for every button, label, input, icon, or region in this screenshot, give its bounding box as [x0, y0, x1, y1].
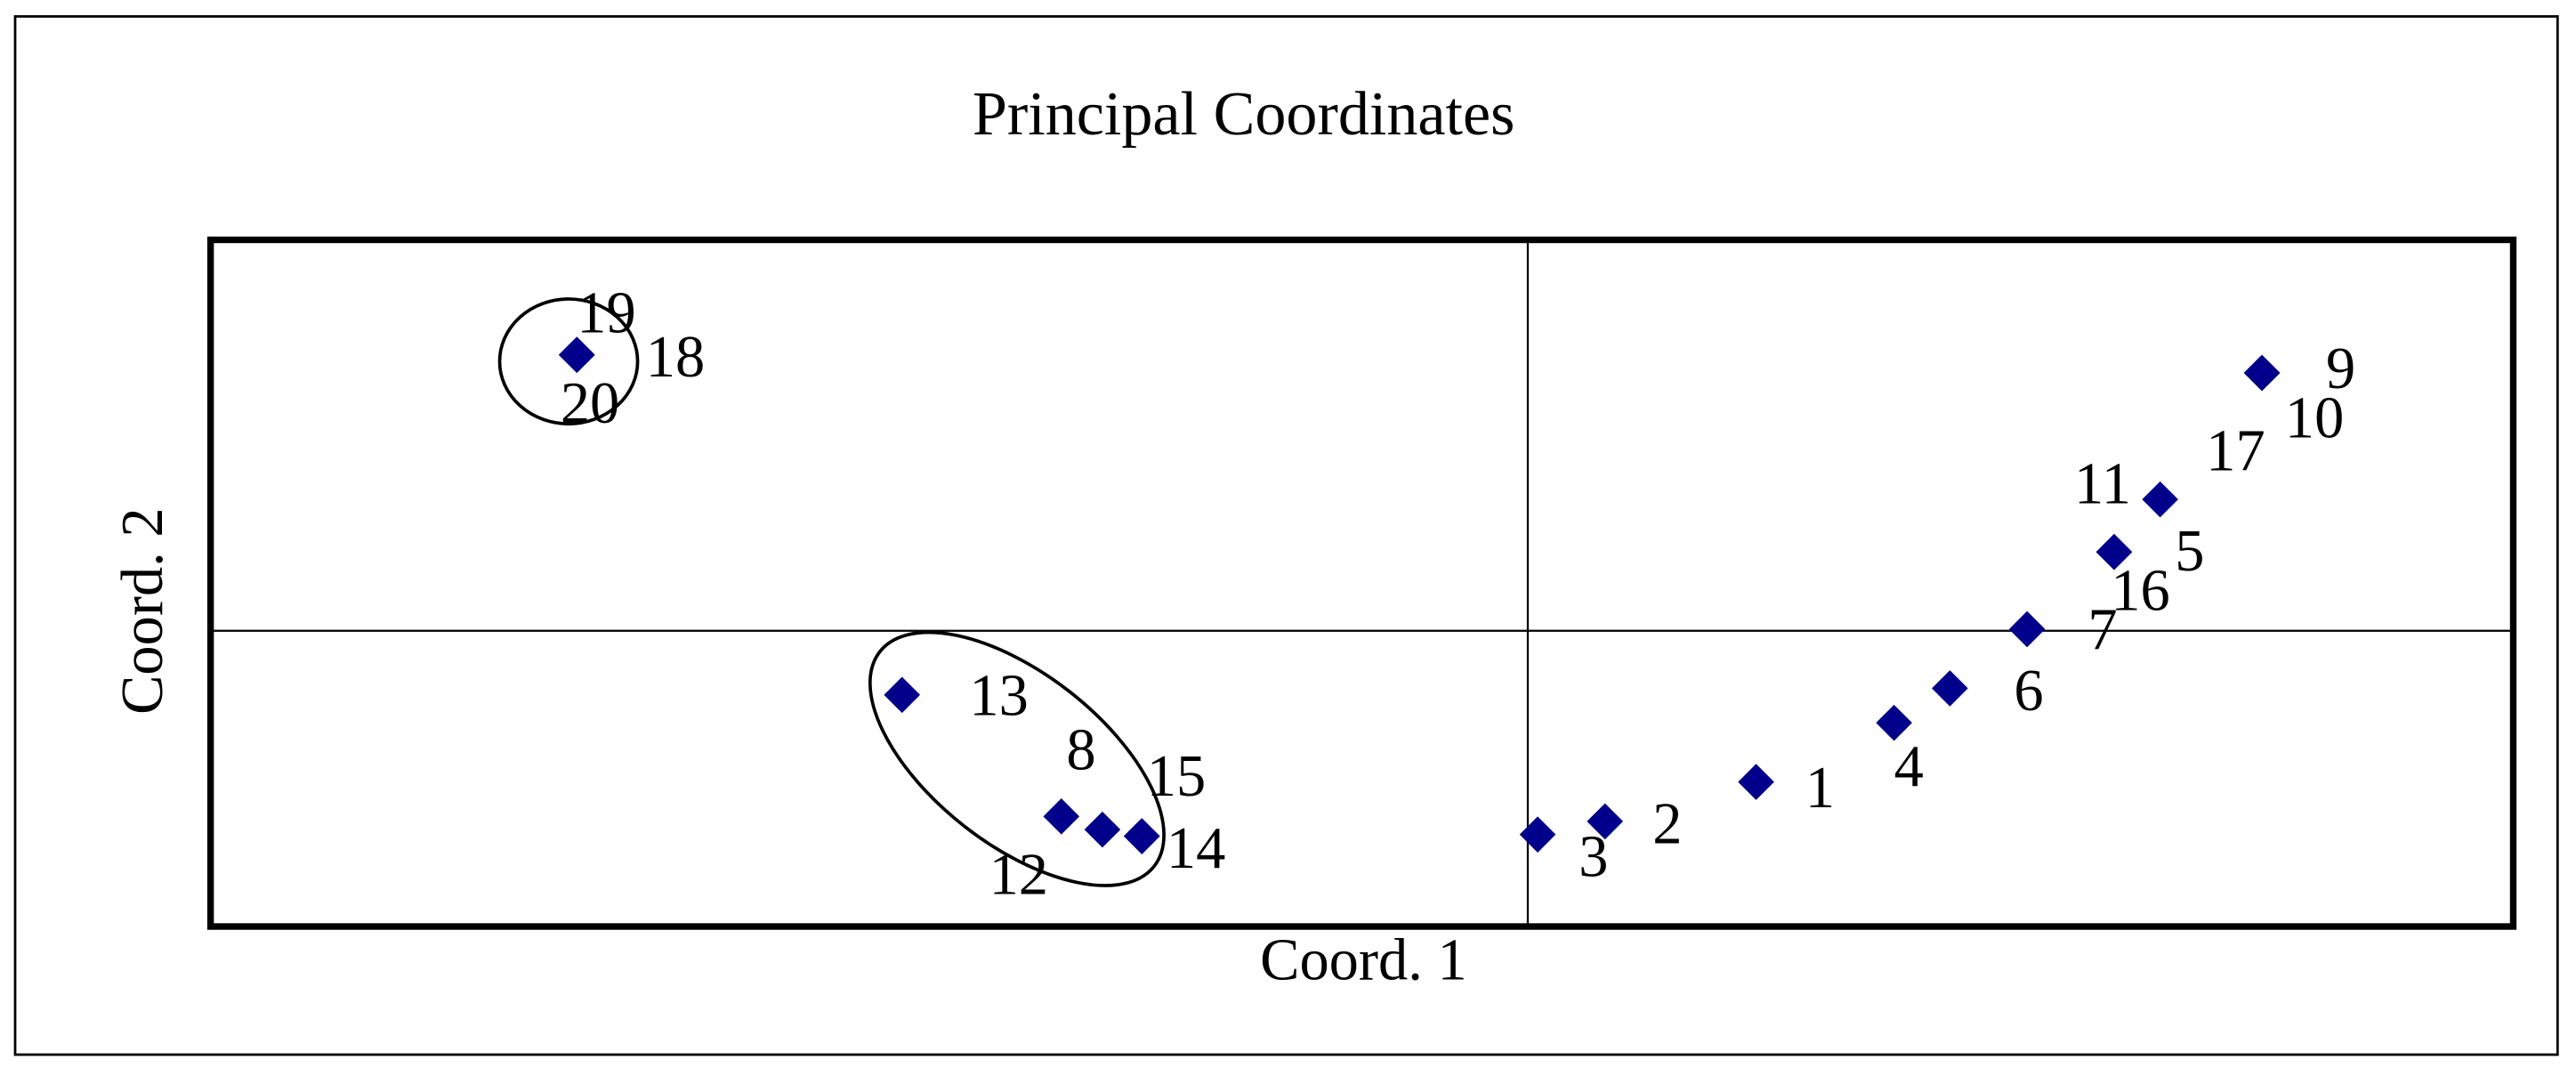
point-label: 12 [989, 843, 1048, 908]
point-label: 6 [2014, 659, 2043, 724]
point-label: 16 [2111, 558, 2169, 623]
point [1932, 670, 1968, 707]
point [884, 676, 921, 714]
point-label: 11 [2074, 451, 2131, 516]
point-label: 9 [2326, 336, 2355, 401]
point-label: 7 [2087, 598, 2117, 663]
point [2243, 354, 2281, 392]
point-label: 18 [646, 325, 705, 390]
point-label: 13 [969, 663, 1028, 728]
point-label: 14 [1167, 816, 1225, 881]
point-label: 1 [1805, 756, 1835, 821]
chart-title: Principal Coordinates [973, 79, 1515, 149]
point [558, 336, 595, 373]
point-label: 19 [577, 280, 635, 345]
y-axis-label: Coord. 2 [110, 507, 175, 715]
point-label: 4 [1894, 734, 1924, 799]
cluster-ellipse [868, 630, 1166, 887]
cluster-ellipse [497, 297, 640, 426]
point-label: 8 [1066, 717, 1095, 782]
point-label: 20 [561, 371, 619, 436]
point [1587, 803, 1624, 840]
point [1738, 764, 1774, 800]
point [1519, 816, 1556, 853]
point [2142, 481, 2178, 518]
point [1123, 818, 1160, 854]
plot-area [206, 236, 2517, 930]
frame [13, 15, 2559, 1056]
point [2008, 611, 2046, 648]
point-label: 15 [1147, 744, 1206, 809]
point-label: 3 [1579, 824, 1608, 889]
point-label: 2 [1652, 791, 1682, 856]
point-label: 5 [2175, 519, 2204, 584]
point-label: 10 [2285, 385, 2344, 450]
x-axis-label: Coord. 1 [1260, 928, 1467, 993]
point-label: 17 [2206, 418, 2265, 483]
